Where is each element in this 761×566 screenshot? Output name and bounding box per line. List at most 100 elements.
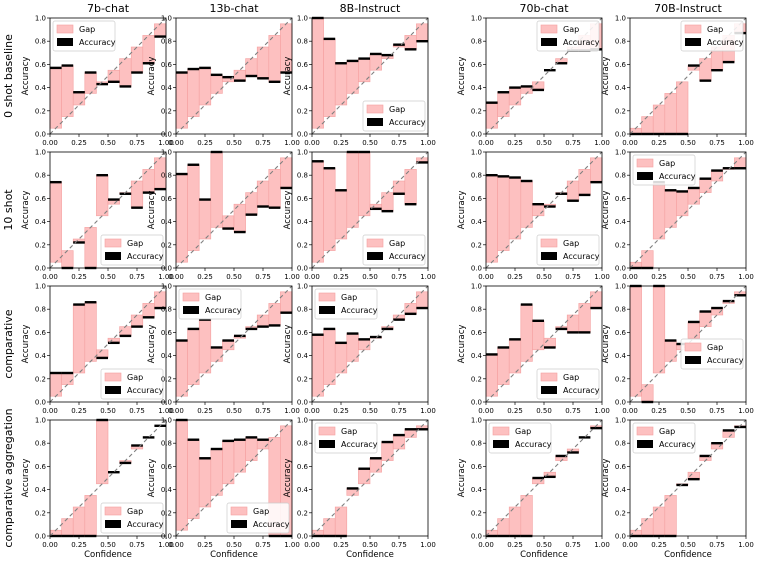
accuracy-mark — [245, 213, 258, 216]
legend: Gap Accuracy — [314, 288, 378, 320]
x-tick-label: 1.00 — [738, 273, 754, 281]
gap-bar — [566, 180, 580, 202]
y-tick-label: 0.0 — [35, 533, 46, 541]
legend-accuracy-swatch — [319, 306, 335, 314]
y-tick-label: 0.6 — [471, 329, 483, 337]
x-tick-label: 0.00 — [478, 273, 494, 281]
gap-bar — [497, 176, 510, 251]
y-tick-label: 1.0 — [471, 283, 482, 291]
gap-bar — [268, 169, 281, 208]
accuracy-mark — [722, 299, 735, 303]
y-tick-label: 0.4 — [615, 352, 627, 360]
legend: Gap Accuracy — [536, 234, 600, 266]
calibration-panel: 0.00 0.25 0.50 0.75 1.000.00.20.40.60.81.0Ac… — [147, 283, 300, 416]
y-tick-label: 0.8 — [297, 440, 308, 448]
x-tick-label: 0.25 — [197, 407, 213, 415]
gap-bar — [187, 164, 200, 251]
gap-bar — [130, 314, 144, 327]
x-tick-label: 0.25 — [197, 541, 213, 549]
legend: Gap Accuracy — [100, 502, 164, 534]
x-tick-label: 0.50 — [536, 541, 552, 549]
x-tick-label: 0.50 — [100, 541, 116, 549]
y-tick-label: 0.0 — [161, 131, 172, 139]
x-tick-label: 1.00 — [420, 541, 436, 549]
perfect-calibration-line — [175, 285, 293, 403]
accuracy-mark — [176, 71, 188, 74]
perfect-calibration-line — [629, 419, 747, 537]
perfect-calibration-line — [311, 285, 429, 403]
y-tick-label: 0.4 — [161, 84, 173, 92]
x-tick-label: 0.50 — [536, 407, 552, 415]
accuracy-mark — [268, 80, 281, 83]
legend-accuracy-label: Accuracy — [563, 252, 600, 261]
y-tick-label: 1.0 — [615, 15, 626, 23]
gap-bar — [198, 199, 212, 240]
legend-gap-swatch — [182, 292, 200, 302]
gap-bar — [311, 17, 324, 129]
y-tick-label: 0.4 — [471, 84, 483, 92]
y-tick-label: 0.8 — [35, 440, 46, 448]
x-tick-label: 0.75 — [565, 273, 581, 281]
accuracy-mark — [555, 454, 568, 458]
accuracy-mark — [381, 53, 394, 57]
y-tick-label: 0.8 — [615, 172, 626, 180]
legend: Gap Accuracy — [680, 20, 744, 52]
x-tick-label: 0.75 — [391, 541, 407, 549]
legend-gap-label: Gap — [389, 105, 405, 114]
calibration-panel: 0.00 0.25 0.50 0.75 1.000.00.20.40.60.81.0Ac… — [601, 417, 754, 561]
y-axis-label: Accuracy — [457, 57, 467, 96]
legend-gap-label: Gap — [253, 507, 269, 516]
y-tick-label: 0.2 — [471, 107, 482, 115]
calibration-panel: 0.00 0.25 0.50 0.75 1.000.00.20.40.60.81.0Ac… — [21, 15, 174, 148]
y-tick-label: 0.6 — [615, 61, 627, 69]
accuracy-mark — [222, 227, 234, 230]
x-tick-label: 0.00 — [304, 139, 320, 147]
legend: Gap Accuracy — [632, 154, 696, 186]
perfect-calibration-line — [175, 17, 293, 135]
x-tick-label: 0.50 — [362, 273, 378, 281]
accuracy-mark — [699, 79, 712, 82]
accuracy-mark — [280, 71, 292, 74]
accuracy-mark — [404, 48, 417, 51]
accuracy-mark — [416, 428, 428, 431]
accuracy-mark — [509, 176, 521, 179]
accuracy-mark — [404, 428, 417, 431]
legend-gap-swatch — [636, 426, 654, 436]
legend-accuracy-label: Accuracy — [341, 306, 378, 315]
x-tick-label: 1.00 — [158, 541, 174, 549]
accuracy-mark — [567, 451, 579, 454]
y-axis-label: Accuracy — [147, 325, 157, 364]
legend: Gap Accuracy — [680, 338, 744, 370]
legend: Gap Accuracy — [314, 422, 378, 454]
legend-gap-swatch — [104, 372, 122, 382]
gap-bar — [699, 311, 712, 327]
gap-bar — [369, 457, 382, 473]
x-tick-label: 0.25 — [197, 273, 213, 281]
accuracy-mark — [346, 487, 359, 490]
y-tick-label: 0.4 — [471, 218, 483, 226]
legend-gap-label: Gap — [205, 293, 221, 302]
x-tick-label: 1.00 — [738, 139, 754, 147]
accuracy-mark — [335, 341, 347, 345]
legend: Gap Accuracy — [100, 368, 164, 400]
accuracy-mark — [544, 346, 556, 349]
legend-gap-swatch — [540, 238, 558, 248]
legend-accuracy-swatch — [57, 38, 73, 46]
calibration-panel: 0.00 0.25 0.50 0.75 1.000.00.20.40.60.81.0Ac… — [147, 15, 300, 148]
gap-bar — [641, 250, 654, 269]
calibration-panel: 0.00 0.25 0.50 0.75 1.000.00.20.40.60.81.0Ac… — [457, 417, 610, 561]
perfect-calibration-line — [311, 151, 429, 269]
x-tick-label: 0.25 — [333, 407, 349, 415]
y-tick-label: 0.0 — [161, 265, 172, 273]
y-tick-label: 0.6 — [161, 463, 173, 471]
y-tick-label: 0.0 — [297, 131, 308, 139]
accuracy-mark — [222, 439, 234, 443]
gap-bar — [84, 495, 97, 537]
legend: Gap Accuracy — [536, 20, 600, 52]
accuracy-mark — [544, 69, 556, 72]
y-axis-label: Accuracy — [457, 325, 467, 364]
column-title: 8B-Instruct — [340, 2, 401, 15]
y-tick-label: 0.6 — [615, 195, 627, 203]
gap-bar — [323, 518, 336, 537]
y-tick-label: 0.8 — [161, 306, 172, 314]
